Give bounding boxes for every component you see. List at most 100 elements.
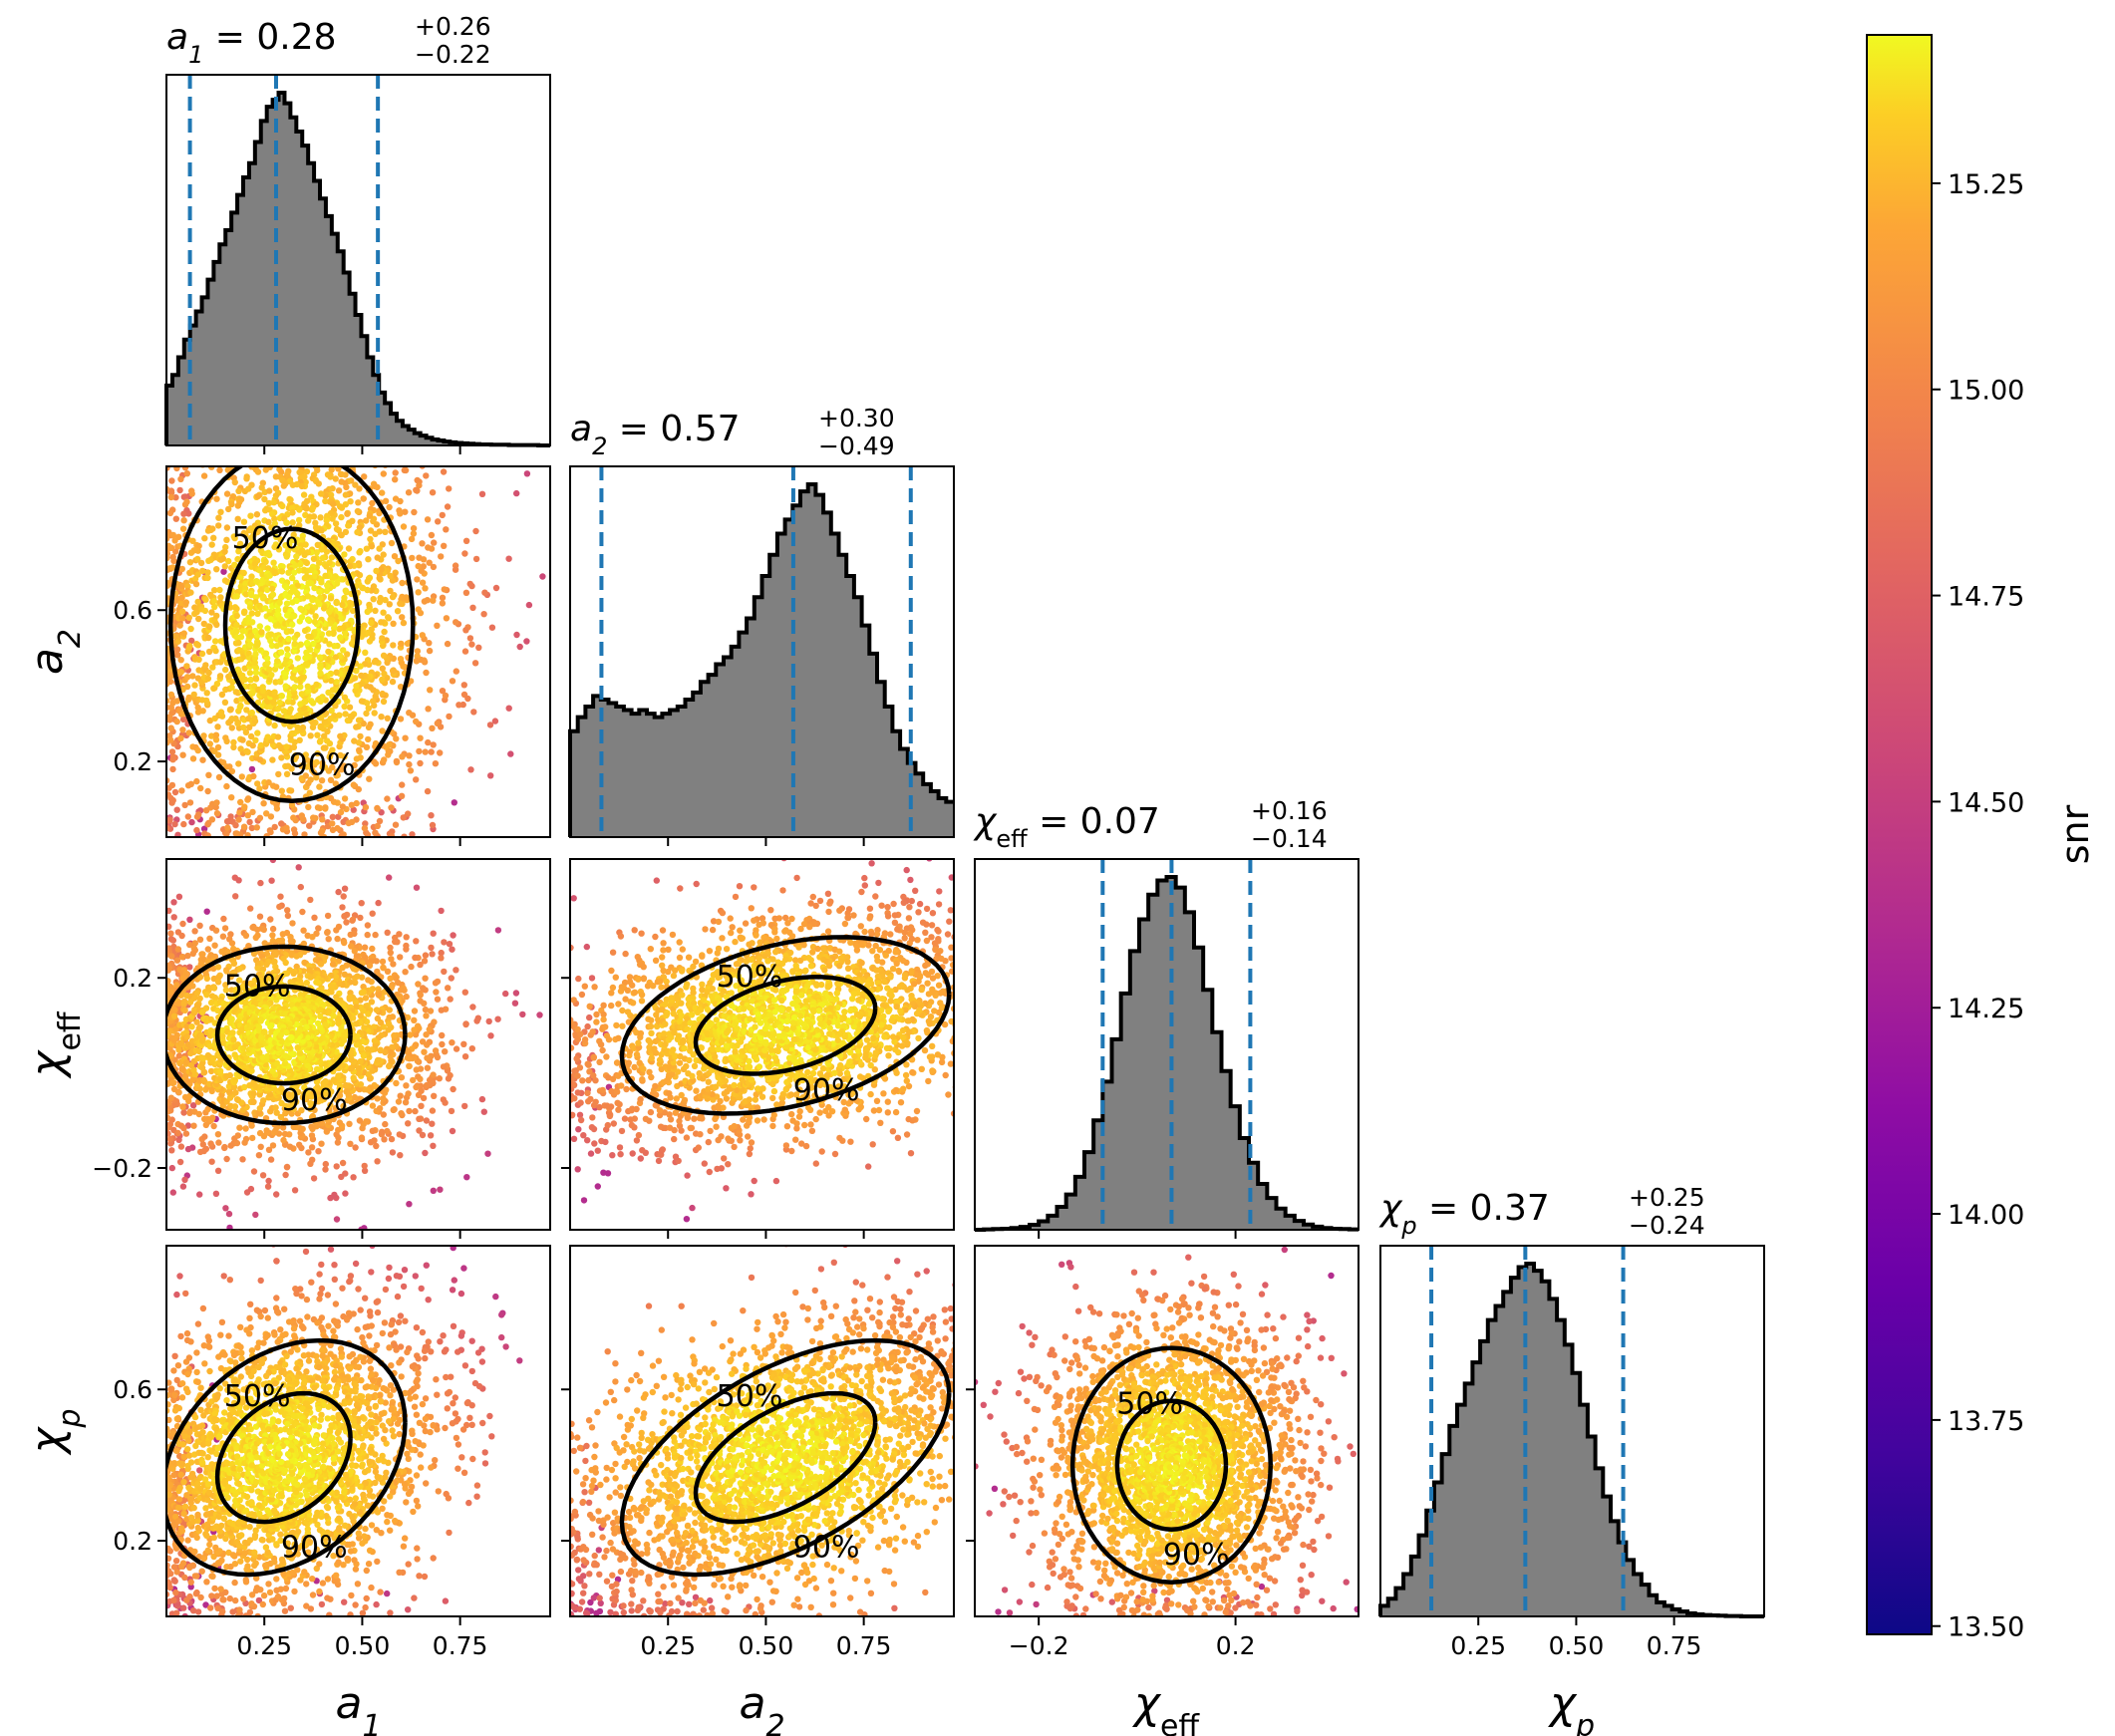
sample-point — [306, 822, 313, 829]
sample-point — [214, 1167, 222, 1175]
sample-point — [184, 583, 191, 590]
sample-point — [512, 990, 520, 997]
sample-point — [279, 931, 286, 938]
sample-point — [286, 787, 293, 794]
sample-point — [445, 985, 452, 992]
sample-point — [227, 706, 234, 713]
sample-point — [266, 666, 273, 673]
sample-point — [170, 1085, 178, 1093]
sample-point — [310, 1175, 318, 1182]
sample-point — [254, 528, 261, 536]
sample-point — [196, 995, 203, 1003]
sample-point — [352, 481, 359, 488]
sample-point — [228, 767, 236, 775]
sample-point — [247, 905, 254, 912]
sample-point — [259, 1172, 267, 1179]
sample-point — [279, 502, 286, 509]
sample-point — [167, 493, 174, 501]
sample-point — [337, 470, 345, 478]
sample-point — [310, 555, 318, 562]
sample-point — [230, 743, 237, 751]
sample-point — [202, 596, 209, 603]
sample-point — [316, 783, 323, 790]
sample-point — [190, 1122, 197, 1129]
sample-point — [255, 1152, 263, 1159]
sample-point — [412, 954, 419, 962]
sample-point — [166, 454, 172, 460]
sample-point — [486, 722, 494, 728]
sample-point — [244, 832, 251, 837]
sample-point — [217, 709, 225, 716]
sample-point — [333, 525, 341, 533]
sample-point — [261, 495, 268, 503]
sample-point — [382, 1120, 389, 1128]
sample-point — [252, 669, 260, 677]
sample-point — [350, 781, 357, 788]
sample-point — [290, 569, 298, 576]
sample-point — [403, 374, 409, 380]
sample-point — [441, 542, 448, 549]
sample-point — [422, 952, 430, 959]
sample-point — [221, 563, 228, 570]
sample-point — [204, 675, 212, 683]
sample-point — [248, 632, 255, 640]
scatter-points — [166, 859, 543, 1230]
sample-point — [446, 713, 453, 721]
sample-point — [217, 508, 224, 515]
sample-point — [419, 632, 426, 639]
sample-point — [173, 466, 180, 472]
sample-point — [221, 1143, 228, 1151]
sample-point — [202, 1005, 210, 1012]
sample-point — [275, 770, 282, 778]
sample-point — [434, 720, 441, 727]
sample-point — [200, 1076, 207, 1084]
sample-point — [331, 643, 338, 650]
sample-point — [288, 952, 295, 959]
sample-point — [173, 718, 180, 725]
sample-point — [379, 958, 387, 966]
sample-point — [278, 1099, 285, 1107]
sample-point — [321, 732, 328, 739]
sample-point — [339, 448, 345, 454]
sample-point — [349, 917, 356, 924]
sample-point — [243, 475, 250, 482]
sample-point — [389, 667, 397, 675]
sample-point — [305, 803, 312, 811]
sample-point — [283, 824, 290, 831]
sample-point — [320, 744, 328, 751]
sample-point — [373, 958, 380, 965]
sample-point — [223, 490, 231, 497]
sample-point — [279, 1124, 287, 1131]
sample-point — [177, 734, 184, 742]
sample-point — [380, 551, 387, 558]
sample-point — [463, 1174, 470, 1181]
sample-point — [371, 659, 379, 666]
sample-point — [397, 684, 405, 691]
sample-point — [290, 814, 297, 821]
sample-point — [167, 1094, 174, 1101]
title-lower-error: −0.22 — [415, 40, 491, 69]
sample-point — [250, 448, 256, 454]
sample-point — [337, 732, 344, 739]
sample-point — [335, 1019, 342, 1027]
sample-point — [214, 743, 222, 751]
sample-point — [166, 967, 171, 974]
sample-point — [346, 704, 354, 711]
title-chi_eff: χeff = 0.07 — [973, 801, 1160, 853]
sample-point — [348, 640, 356, 648]
sample-point — [277, 1113, 285, 1121]
sample-point — [273, 1191, 280, 1198]
sample-point — [186, 559, 194, 566]
sample-point — [234, 515, 241, 522]
sample-point — [301, 574, 309, 582]
sample-point — [364, 1045, 372, 1052]
sample-point — [284, 762, 292, 769]
sample-point — [480, 611, 487, 618]
sample-point — [183, 498, 190, 505]
sample-point — [166, 907, 172, 915]
sample-point — [488, 624, 496, 631]
sample-point — [203, 992, 210, 999]
sample-point — [315, 696, 322, 704]
sample-point — [449, 1039, 455, 1046]
sample-point — [236, 977, 243, 984]
